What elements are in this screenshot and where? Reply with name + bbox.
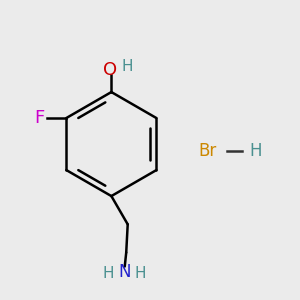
Text: F: F — [34, 109, 45, 127]
Text: H: H — [121, 59, 133, 74]
Text: H: H — [103, 266, 114, 281]
Text: H: H — [134, 266, 146, 281]
Text: H: H — [249, 142, 262, 160]
Text: O: O — [103, 61, 117, 79]
Text: N: N — [118, 263, 131, 281]
Text: Br: Br — [199, 142, 217, 160]
